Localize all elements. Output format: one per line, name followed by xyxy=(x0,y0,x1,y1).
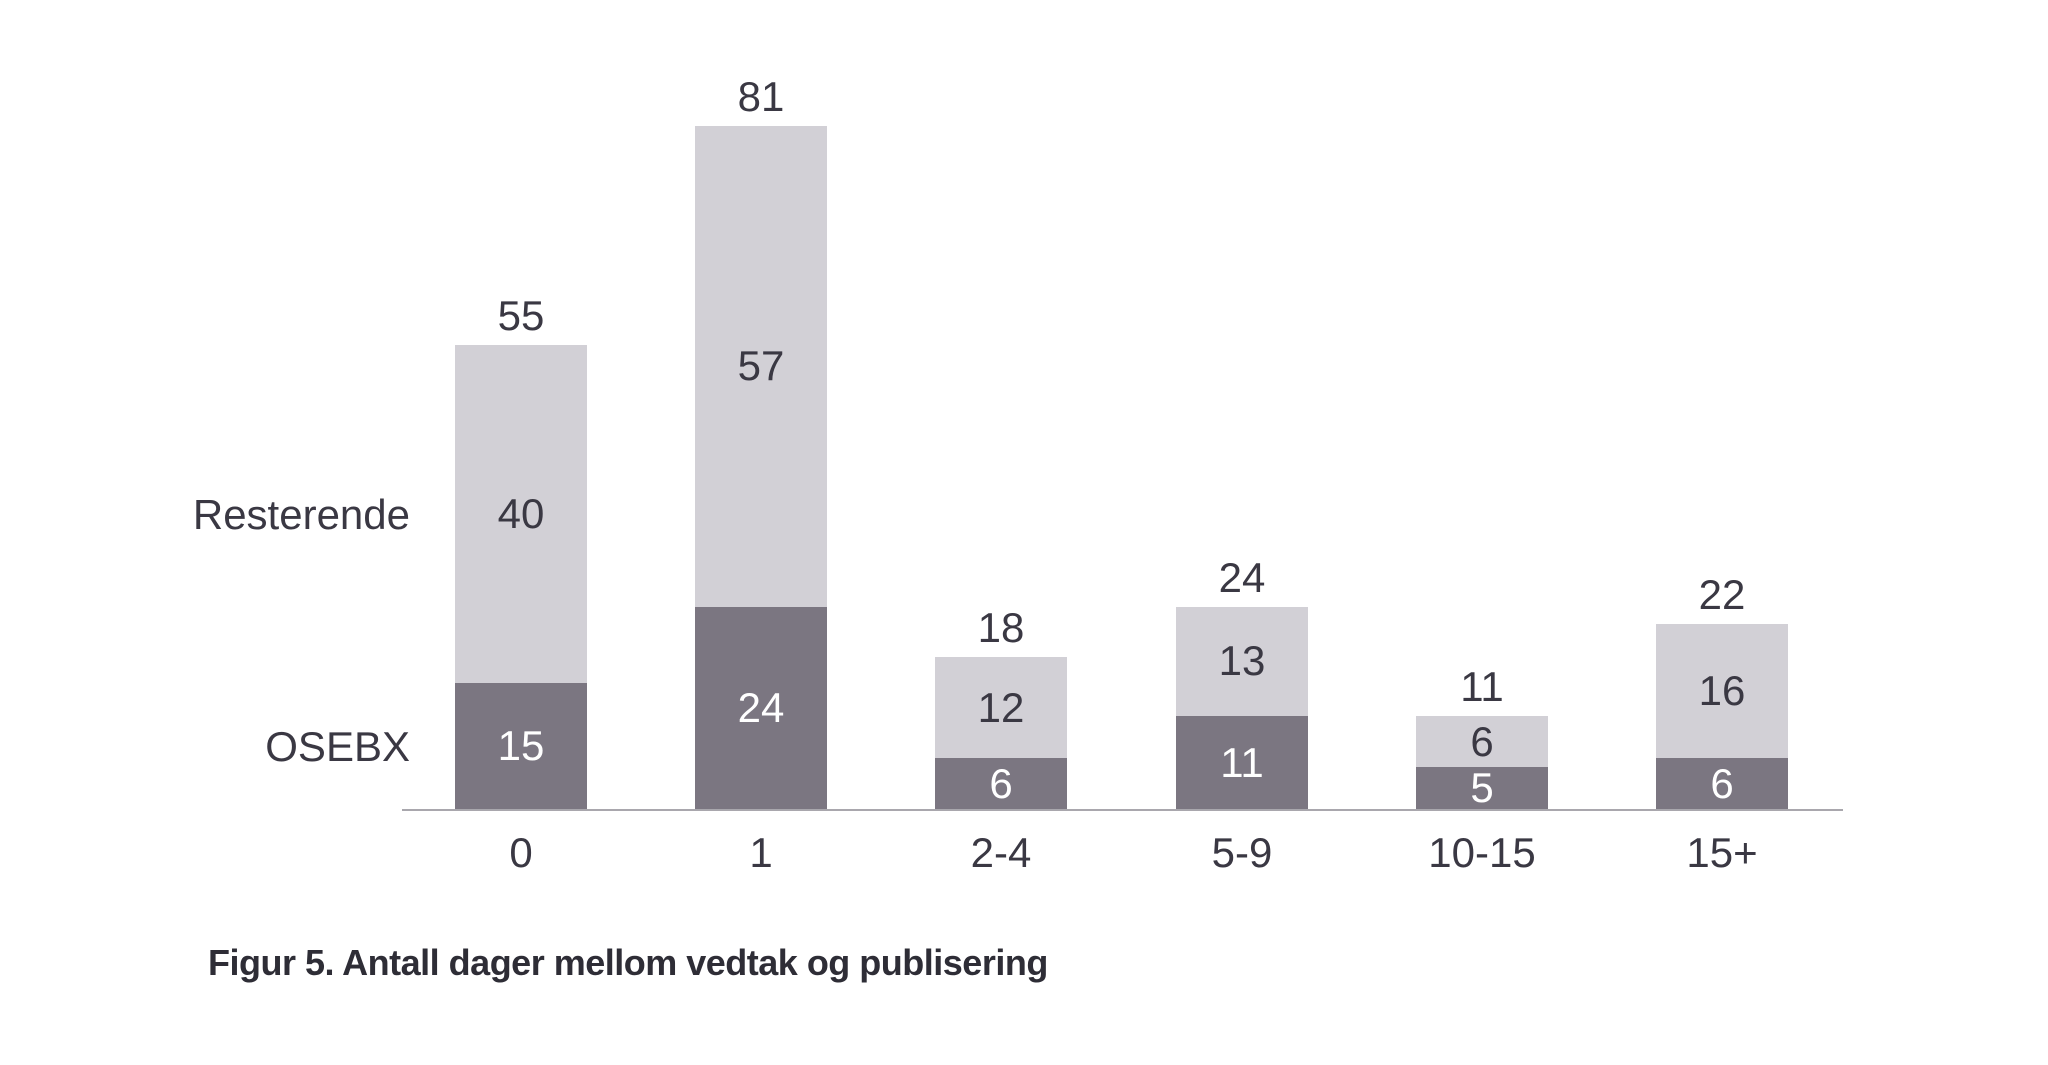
bar-segment-resterende-15+: 16 xyxy=(1656,623,1788,759)
bar-total-label: 22 xyxy=(1698,570,1746,618)
bar-value-label: 6 xyxy=(1710,759,1734,807)
series-label-resterende: Resterende xyxy=(192,491,410,538)
bar-total-label: 55 xyxy=(497,292,545,340)
bar-value-label: 13 xyxy=(1218,637,1266,685)
bar-segment-osebx-15+: 6 xyxy=(1656,758,1788,809)
category-label: 2-4 xyxy=(970,829,1032,876)
x-axis-line xyxy=(402,809,1843,811)
bar-segment-osebx-10-15: 5 xyxy=(1416,763,1548,811)
bar-value-label: 15 xyxy=(497,721,545,769)
category-label: 5-9 xyxy=(1211,829,1273,876)
figure-caption: Figur 5. Antall dager mellom vedtak og p… xyxy=(208,942,1048,983)
bar-total-label: 18 xyxy=(977,604,1025,652)
bar-value-label: 57 xyxy=(737,342,785,390)
bar-total-label: 81 xyxy=(737,73,785,121)
bar-segment-resterende-0: 40 xyxy=(455,345,587,683)
bar-segment-osebx-1: 24 xyxy=(695,606,827,809)
category-label: 10-15 xyxy=(1428,829,1536,876)
bar-value-label: 5 xyxy=(1470,763,1494,811)
bar-segment-resterende-2-4: 12 xyxy=(935,657,1067,759)
series-label-osebx: OSEBX xyxy=(265,723,410,770)
bar-segment-resterende-10-15: 6 xyxy=(1416,716,1548,767)
bar-value-label: 11 xyxy=(1220,738,1264,786)
bar-total-label: 11 xyxy=(1460,663,1504,711)
bar-value-label: 6 xyxy=(989,759,1013,807)
bar-segment-osebx-2-4: 6 xyxy=(935,758,1067,809)
bar-total-label: 24 xyxy=(1218,553,1266,601)
category-label: 15+ xyxy=(1686,829,1758,876)
bar-value-label: 40 xyxy=(497,489,545,537)
bar-value-label: 24 xyxy=(737,683,785,731)
bar-segment-osebx-0: 15 xyxy=(455,682,587,809)
category-label: 0 xyxy=(509,829,533,876)
bar-value-label: 16 xyxy=(1698,666,1746,714)
bar-segment-osebx-5-9: 11 xyxy=(1176,716,1308,809)
bar-segment-resterende-5-9: 13 xyxy=(1176,606,1308,717)
bar-value-label: 6 xyxy=(1470,717,1494,765)
bar-segment-resterende-1: 57 xyxy=(695,126,827,607)
bar-value-label: 12 xyxy=(977,683,1025,731)
category-label: 1 xyxy=(749,829,773,876)
